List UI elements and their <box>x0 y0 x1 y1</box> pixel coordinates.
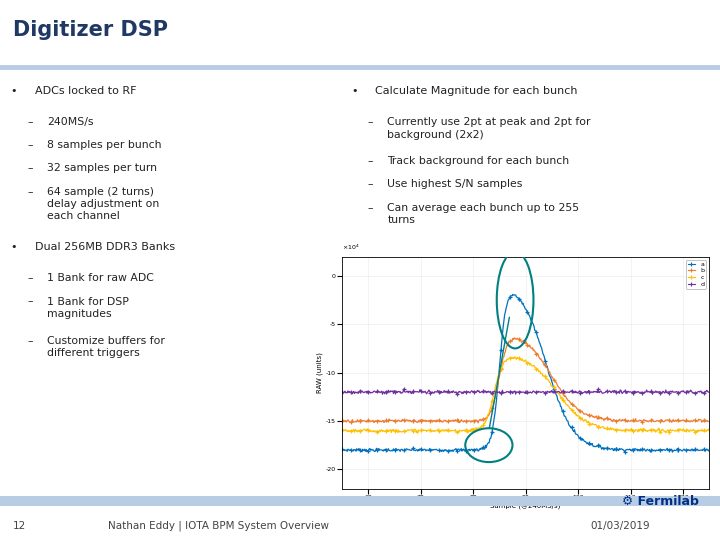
c <box>513 355 522 361</box>
d <box>537 389 546 396</box>
d <box>705 389 714 395</box>
Text: Currently use 2pt at peak and 2pt for
background (2x2): Currently use 2pt at peak and 2pt for ba… <box>387 117 591 139</box>
c <box>338 427 346 433</box>
a <box>515 298 523 304</box>
Text: Customize buffers for
different triggers: Customize buffers for different triggers <box>47 336 165 358</box>
Text: 8 samples per bunch: 8 samples per bunch <box>47 140 161 150</box>
Text: 32 samples per turn: 32 samples per turn <box>47 164 157 173</box>
Text: ADCs locked to RF: ADCs locked to RF <box>35 85 136 96</box>
Text: –: – <box>27 187 33 197</box>
FancyBboxPatch shape <box>0 496 720 506</box>
Legend: a, b, c, d: a, b, c, d <box>686 260 706 288</box>
Text: Track background for each bunch: Track background for each bunch <box>387 156 570 166</box>
Text: 12: 12 <box>13 521 26 531</box>
Text: 64 sample (2 turns)
delay adjustment on
each channel: 64 sample (2 turns) delay adjustment on … <box>47 187 159 221</box>
Text: –: – <box>27 273 33 284</box>
Text: –: – <box>368 117 374 127</box>
a <box>508 291 517 298</box>
Y-axis label: RAW (units): RAW (units) <box>316 352 323 393</box>
b <box>640 417 649 423</box>
Text: –: – <box>27 117 33 127</box>
Text: Dual 256MB DDR3 Banks: Dual 256MB DDR3 Banks <box>35 242 175 252</box>
a <box>674 449 683 455</box>
a <box>513 294 521 301</box>
Text: 1 Bank for raw ADC: 1 Bank for raw ADC <box>47 273 153 284</box>
Text: –: – <box>368 202 374 213</box>
d <box>400 386 408 392</box>
a <box>557 403 566 410</box>
c <box>640 427 649 434</box>
b <box>474 420 482 426</box>
Text: ⚙ Fermilab: ⚙ Fermilab <box>621 495 698 508</box>
a <box>705 447 714 453</box>
c <box>516 356 524 362</box>
c <box>705 428 714 434</box>
Line: a: a <box>340 292 711 454</box>
d <box>513 389 521 395</box>
c <box>510 354 519 360</box>
a <box>639 446 648 453</box>
Text: Calculate Magnitude for each bunch: Calculate Magnitude for each bunch <box>375 85 577 96</box>
Line: d: d <box>340 387 711 396</box>
Text: $\times10^4$: $\times10^4$ <box>342 242 360 252</box>
Text: •: • <box>11 85 17 96</box>
c <box>698 426 706 433</box>
c <box>413 430 422 436</box>
Text: –: – <box>27 164 33 173</box>
b <box>558 388 567 395</box>
Text: •: • <box>11 242 17 252</box>
Text: –: – <box>368 179 374 190</box>
c <box>538 370 546 377</box>
Text: 240MS/s: 240MS/s <box>47 117 94 127</box>
Text: Nathan Eddy | IOTA BPM System Overview: Nathan Eddy | IOTA BPM System Overview <box>108 521 329 531</box>
b <box>338 416 346 423</box>
Line: b: b <box>340 336 711 425</box>
a <box>537 344 546 350</box>
Text: –: – <box>27 336 33 346</box>
a <box>698 447 706 453</box>
d <box>557 389 566 396</box>
Text: Can average each bunch up to 255
turns: Can average each bunch up to 255 turns <box>387 202 580 225</box>
d <box>698 390 706 396</box>
Text: Use highest S/N samples: Use highest S/N samples <box>387 179 523 190</box>
d <box>648 391 657 397</box>
b <box>516 336 524 342</box>
d <box>515 389 523 395</box>
Text: Digitizer DSP: Digitizer DSP <box>13 21 168 40</box>
Text: •: • <box>351 85 358 96</box>
Text: –: – <box>368 156 374 166</box>
Text: 01/03/2019: 01/03/2019 <box>590 521 650 531</box>
Text: –: – <box>27 296 33 307</box>
b <box>510 335 518 341</box>
Text: 1 Bank for DSP
magnitudes: 1 Bank for DSP magnitudes <box>47 296 129 319</box>
X-axis label: Sample (@240MS/s): Sample (@240MS/s) <box>490 503 561 510</box>
b <box>698 419 706 426</box>
b <box>705 418 714 425</box>
b <box>513 336 522 342</box>
d <box>338 389 346 395</box>
Text: –: – <box>27 140 33 150</box>
d <box>639 390 648 396</box>
a <box>338 446 346 452</box>
c <box>558 394 567 400</box>
b <box>538 358 546 365</box>
Line: c: c <box>340 355 711 435</box>
